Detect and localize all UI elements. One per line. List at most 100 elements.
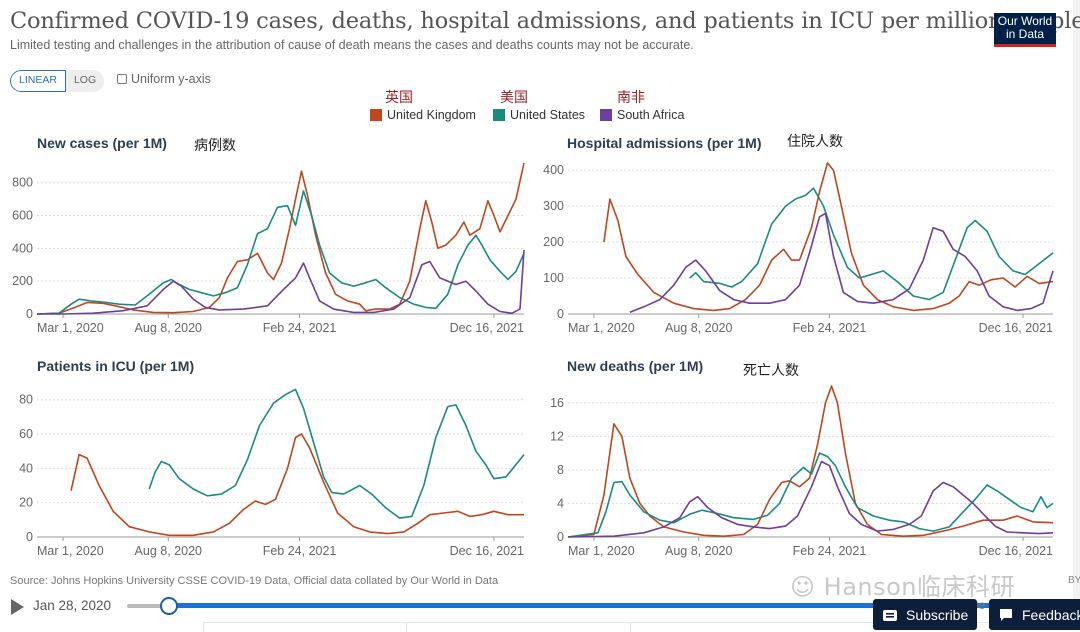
- hosp-cn-annotation: 住院人数: [787, 134, 843, 150]
- linear-scale-button[interactable]: LINEAR: [10, 70, 66, 92]
- legend-item-sa[interactable]: South Africa: [600, 108, 684, 122]
- y-tick-label: 80: [19, 393, 33, 407]
- cases-chart[interactable]: 0 200 400 600 800 Mar 1, 2020 Aug 8, 2020 Feb 2…: [0, 155, 540, 345]
- deaths-chart[interactable]: 0 4 8 12 16 Mar 1, 2020 Aug 8, 2020 Feb 24, 202…: [540, 378, 1060, 568]
- y-tick-label: 600: [12, 209, 33, 223]
- play-icon[interactable]: [11, 599, 24, 615]
- legend-cn-us: 美国: [500, 90, 528, 106]
- tab-divider: [203, 623, 204, 632]
- page-scrollbar[interactable]: [1073, 0, 1080, 600]
- by-text: BY: [1068, 575, 1080, 586]
- x-tick-label: Dec 16, 2021: [979, 544, 1053, 558]
- x-tick-label: Aug 8, 2020: [135, 544, 202, 558]
- subscribe-label: Subscribe: [906, 606, 969, 623]
- tab-divider: [406, 623, 407, 632]
- y-tick-label: 0: [26, 530, 33, 544]
- cases-chart-title: New cases (per 1M): [37, 135, 167, 151]
- legend-item-uk[interactable]: United Kingdom: [370, 108, 476, 122]
- x-tick-label: Dec 16, 2021: [450, 321, 524, 335]
- x-tick-label: Mar 1, 2020: [568, 321, 635, 335]
- y-tick-label: 0: [26, 307, 33, 321]
- subscribe-button[interactable]: Subscribe: [873, 599, 978, 630]
- x-tick-label: Dec 16, 2021: [450, 544, 524, 558]
- source-note: Source: Johns Hopkins University CSSE CO…: [10, 575, 499, 587]
- timeline-track-active[interactable]: [165, 603, 1065, 608]
- legend-swatch-sa: [600, 109, 612, 121]
- y-tick-label: 16: [550, 396, 564, 410]
- page-title: Confirmed COVID-19 cases, deaths, hospit…: [10, 8, 1080, 34]
- legend-swatch-us: [493, 109, 505, 121]
- series-line-united-states: [689, 187, 1054, 301]
- y-tick-label: 200: [12, 274, 33, 288]
- y-tick-label: 60: [19, 427, 33, 441]
- x-tick-label: Mar 1, 2020: [37, 321, 104, 335]
- y-tick-label: 0: [557, 307, 564, 321]
- icu-chart-title: Patients in ICU (per 1M): [37, 358, 195, 374]
- legend-label-us: United States: [510, 108, 586, 122]
- y-tick-label: 800: [12, 176, 33, 190]
- x-tick-label: Mar 1, 2020: [37, 544, 104, 558]
- uniform-y-axis-checkbox[interactable]: Uniform y-axis: [117, 72, 211, 86]
- legend-label-sa: South Africa: [617, 108, 685, 122]
- scale-toggle: LINEAR LOG: [10, 70, 105, 92]
- envelope-icon: [883, 609, 897, 621]
- cases-cn-annotation: 病例数: [194, 138, 236, 154]
- deaths-cn-annotation: 死亡人数: [743, 363, 799, 379]
- x-tick-label: Mar 1, 2020: [568, 544, 635, 558]
- x-tick-label: Aug 8, 2020: [665, 544, 732, 558]
- series-line-south-africa: [567, 460, 1054, 538]
- series-line-united-kingdom: [567, 385, 1054, 538]
- timeline-start-handle[interactable]: [160, 597, 178, 615]
- x-tick-label: Feb 24, 2021: [793, 544, 867, 558]
- y-tick-label: 0: [557, 530, 564, 544]
- watermark-text: Hanson临床科研: [823, 573, 1016, 601]
- deaths-chart-title: New deaths (per 1M): [567, 358, 704, 374]
- x-tick-label: Feb 24, 2021: [263, 321, 337, 335]
- x-tick-label: Feb 24, 2021: [263, 544, 337, 558]
- y-tick-label: 4: [557, 496, 564, 510]
- checkbox-icon[interactable]: [117, 74, 127, 84]
- x-tick-label: Dec 16, 2021: [979, 321, 1053, 335]
- y-tick-label: 300: [543, 199, 564, 213]
- uniform-y-axis-label: Uniform y-axis: [131, 72, 211, 86]
- y-tick-label: 200: [543, 235, 564, 249]
- wechat-watermark: ☺ Hanson临床科研: [790, 567, 1015, 602]
- series-line-south-africa: [37, 249, 525, 315]
- y-tick-label: 100: [543, 271, 564, 285]
- timeline-track-inactive[interactable]: [127, 604, 171, 608]
- icu-chart[interactable]: 0 20 40 60 80 Mar 1, 2020 Aug 8, 2020 Feb 24, 2…: [0, 378, 540, 568]
- legend-label-uk: United Kingdom: [387, 108, 476, 122]
- legend-cn-uk: 英国: [385, 90, 413, 106]
- timeline-start-date: Jan 28, 2020: [33, 598, 112, 613]
- series-line-united-kingdom: [603, 162, 1054, 312]
- series-line-united-states: [36, 190, 525, 315]
- legend-swatch-uk: [370, 109, 382, 121]
- y-tick-label: 400: [543, 163, 564, 177]
- series-line-united-states: [148, 388, 525, 519]
- y-tick-label: 8: [557, 463, 564, 477]
- series-line-united-states: [567, 452, 1054, 538]
- x-tick-label: Feb 24, 2021: [793, 321, 867, 335]
- y-tick-label: 20: [19, 496, 33, 510]
- series-line-united-kingdom: [36, 162, 525, 315]
- logo-line-2: in Data: [1005, 27, 1045, 41]
- y-tick-label: 400: [12, 241, 33, 255]
- logo-line-1: Our World: [997, 14, 1053, 28]
- x-tick-label: Aug 8, 2020: [135, 321, 202, 335]
- feedback-label: Feedback: [1022, 606, 1080, 623]
- series-line-south-africa: [629, 212, 1054, 313]
- series-line-united-kingdom: [70, 433, 524, 537]
- page-subtitle: Limited testing and challenges in the at…: [10, 38, 694, 52]
- legend-item-us[interactable]: United States: [493, 108, 585, 122]
- log-scale-button[interactable]: LOG: [73, 74, 97, 86]
- y-tick-label: 40: [19, 461, 33, 475]
- tab-divider: [630, 623, 631, 632]
- x-tick-label: Aug 8, 2020: [665, 321, 732, 335]
- feedback-button[interactable]: Feedback: [989, 599, 1080, 630]
- bottom-tab-strip: [203, 622, 1080, 632]
- owid-logo[interactable]: Our World in Data: [994, 13, 1056, 47]
- y-tick-label: 12: [550, 429, 564, 443]
- legend-cn-sa: 南非: [617, 90, 645, 106]
- wechat-icon: ☺: [790, 573, 824, 601]
- hosp-chart[interactable]: 0 100 200 300 400 Mar 1, 2020 Aug 8, 2020 Feb 2…: [540, 155, 1060, 345]
